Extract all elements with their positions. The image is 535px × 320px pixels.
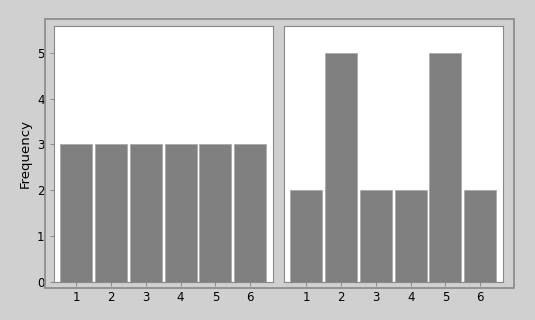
Bar	[200, 144, 232, 282]
Bar	[95, 144, 127, 282]
Bar	[165, 144, 196, 282]
Bar	[234, 144, 266, 282]
Bar	[464, 190, 496, 282]
Bar	[430, 53, 462, 282]
Bar	[360, 190, 392, 282]
Bar	[290, 190, 322, 282]
Bar	[325, 53, 357, 282]
Bar	[395, 190, 426, 282]
Bar	[60, 144, 92, 282]
Bar	[130, 144, 162, 282]
Y-axis label: Frequency: Frequency	[18, 119, 32, 188]
